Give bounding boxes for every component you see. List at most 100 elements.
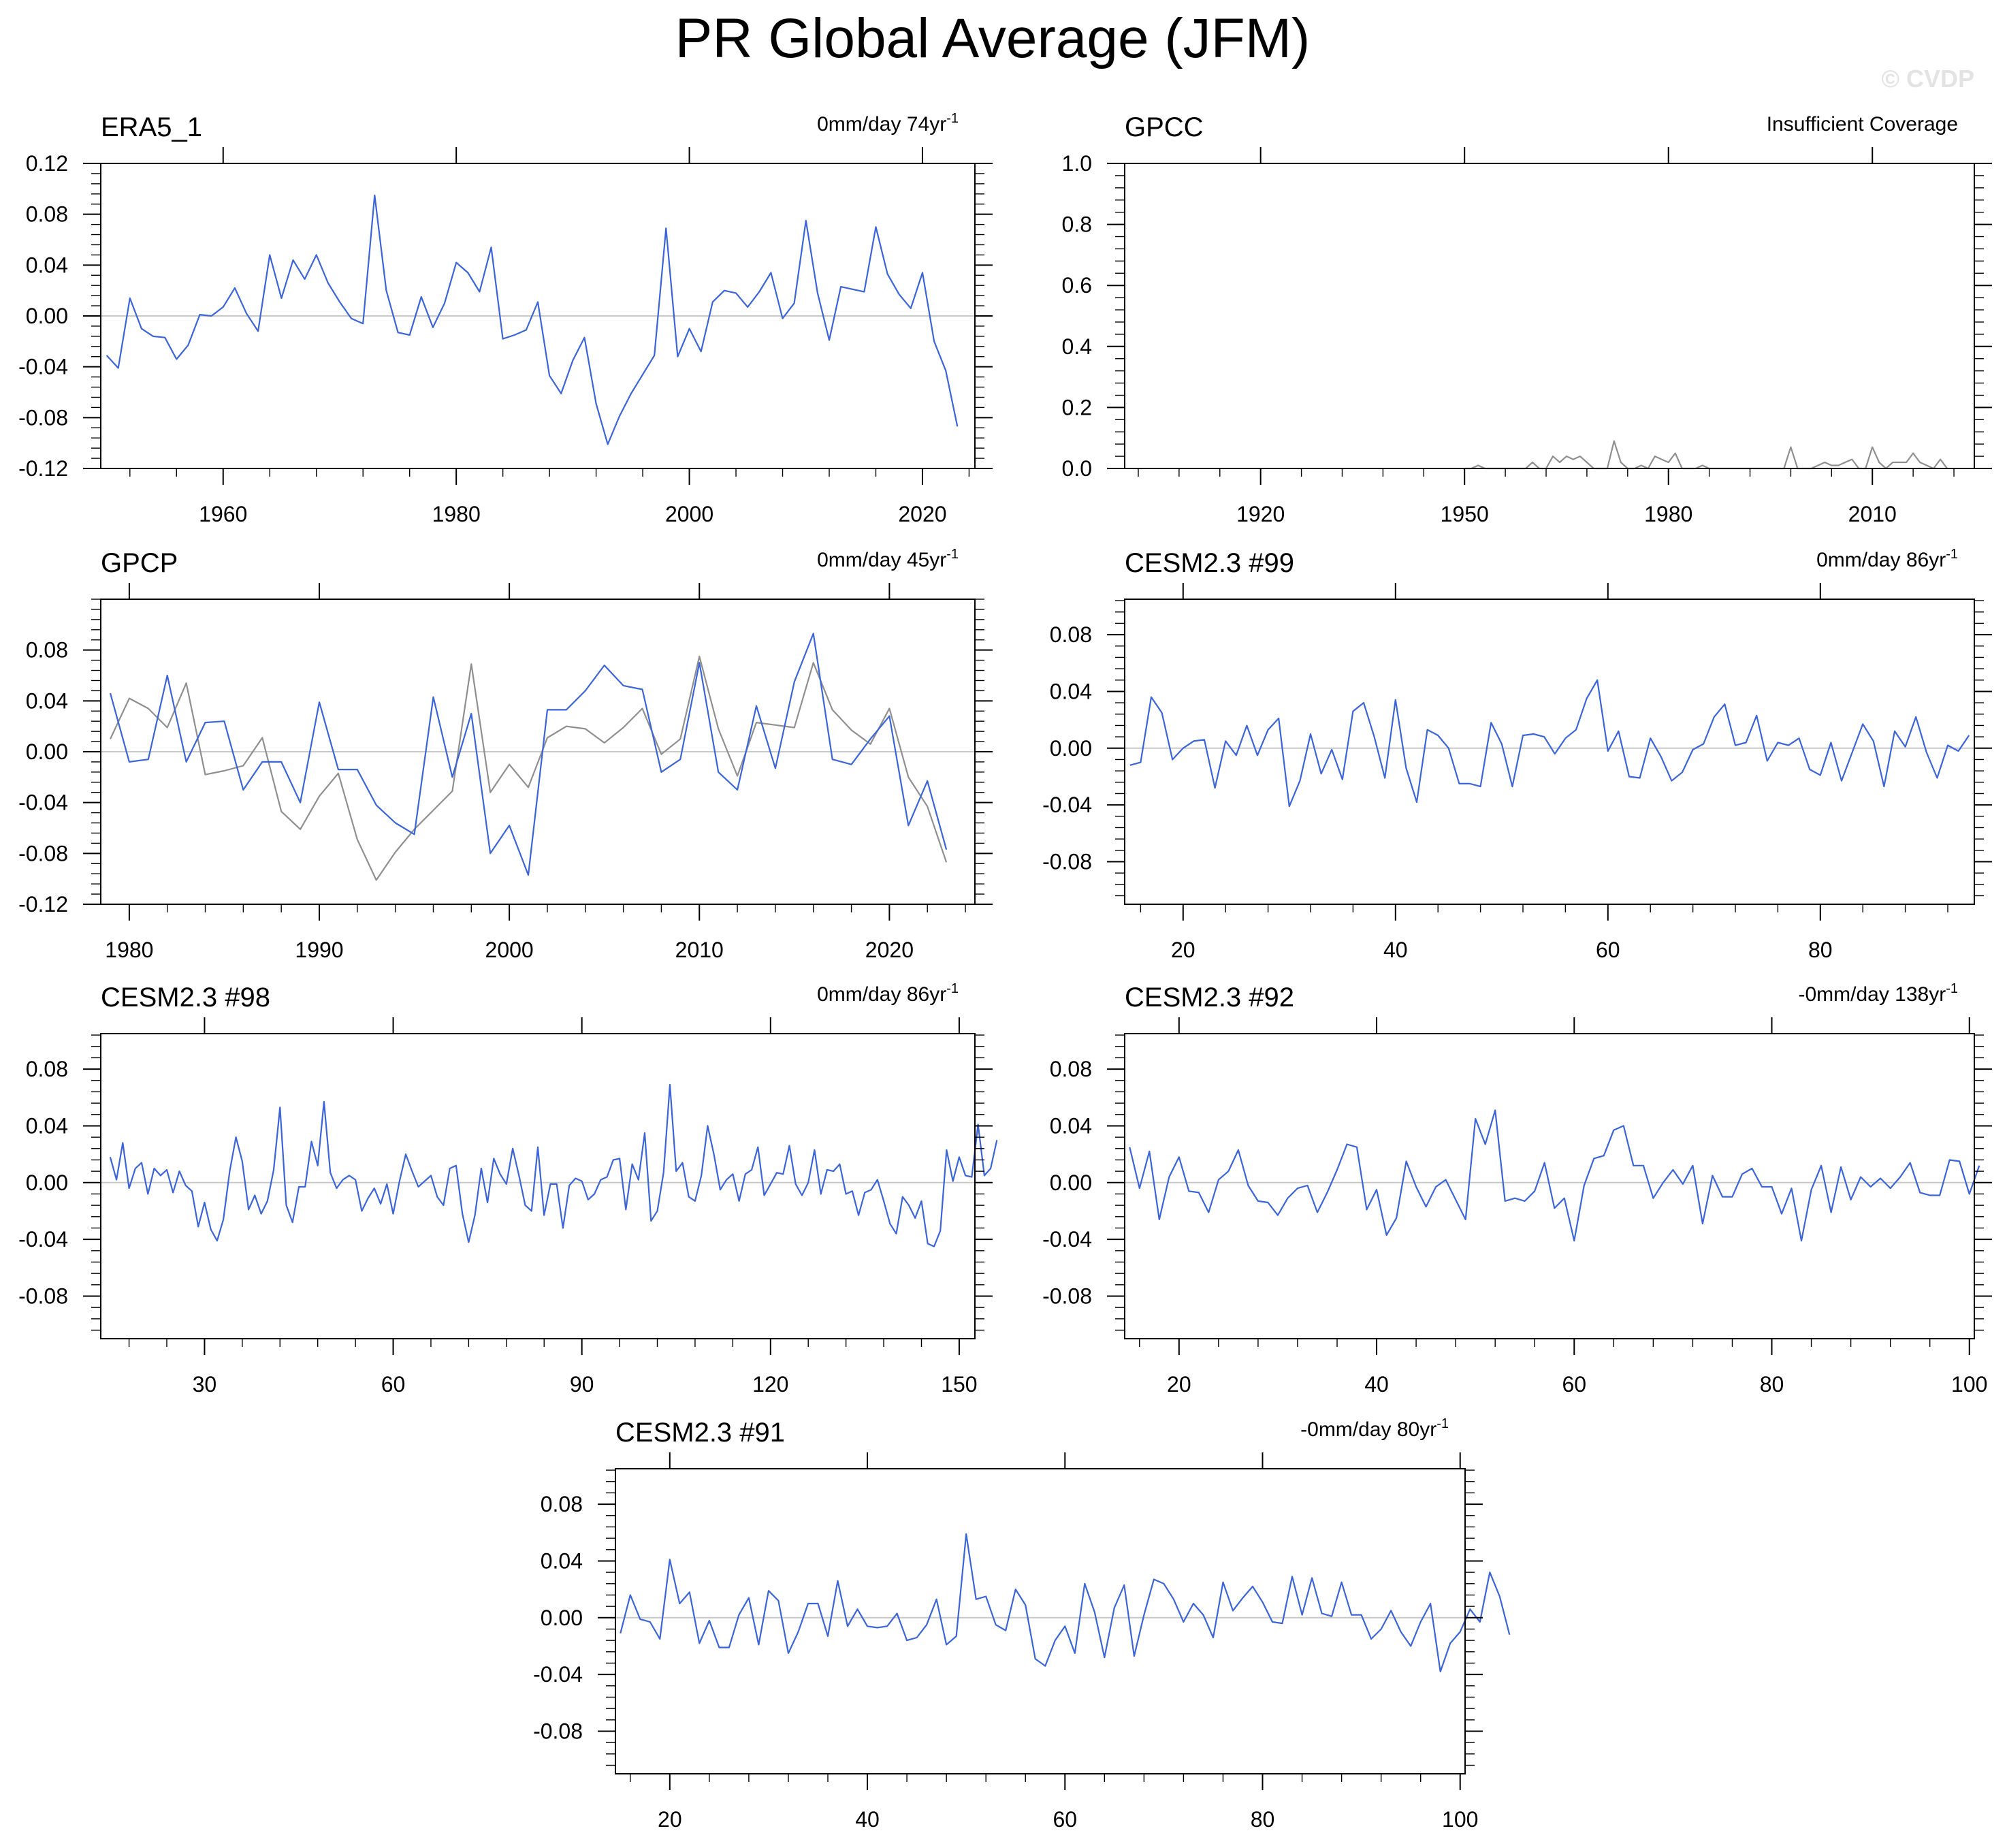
x-tick-label: 1980 bbox=[1644, 502, 1692, 526]
panel-title: CESM2.3 #98 bbox=[101, 983, 270, 1013]
y-tick-label: 0.08 bbox=[26, 1057, 68, 1081]
x-tick-label: 150 bbox=[941, 1372, 977, 1397]
panel-gpcc: GPCC Insufficient Coverage 0.0 0.2 0.4 0.6 0.8… bbox=[1062, 112, 1992, 526]
panel-title: CESM2.3 #92 bbox=[1125, 983, 1294, 1013]
x-tick-label: 40 bbox=[855, 1807, 880, 1832]
panel-stat-exponent: -1 bbox=[1946, 981, 1958, 996]
panel-stat: 0mm/day 86yr-1 bbox=[1816, 547, 1958, 571]
plot-frame bbox=[1124, 163, 1975, 469]
y-tick-label: -0.08 bbox=[18, 1284, 68, 1308]
x-tick-label: 80 bbox=[1251, 1807, 1275, 1832]
x-tick-label: 80 bbox=[1808, 938, 1833, 962]
panel-stat-exponent: -1 bbox=[946, 111, 959, 126]
y-tick-label: 0.0 bbox=[1062, 456, 1092, 481]
plot-frame bbox=[1124, 1033, 1975, 1339]
panel-cesm99: CESM2.3 #99 0mm/day 86yr-1 -0.08 -0.04 0.00 0… bbox=[1042, 547, 1992, 962]
series-line-secondary bbox=[109, 633, 948, 876]
panel-stat: -0mm/day 138yr-1 bbox=[1798, 981, 1958, 1006]
y-tick-label: -0.12 bbox=[18, 456, 68, 481]
x-tick-label: 1980 bbox=[105, 938, 153, 962]
y-tick-label: 0.08 bbox=[1050, 1057, 1092, 1081]
y-tick-label: 0.04 bbox=[26, 253, 68, 277]
plot-frame bbox=[1124, 599, 1975, 905]
y-tick-label: 0.08 bbox=[26, 202, 68, 227]
x-tick-label: 100 bbox=[1951, 1372, 1987, 1397]
x-tick-label: 20 bbox=[1171, 938, 1195, 962]
panel-cesm92: CESM2.3 #92 -0mm/day 138yr-1 -0.08 -0.04 0.0… bbox=[1042, 981, 1992, 1397]
y-tick-label: -0.08 bbox=[1042, 849, 1092, 874]
panel-stat: 0mm/day 74yr-1 bbox=[817, 111, 959, 136]
panel-title: GPCC bbox=[1125, 112, 1204, 142]
panel-stat-text: 0mm/day 45yr bbox=[817, 549, 946, 571]
y-tick-label: 0.12 bbox=[26, 151, 68, 176]
y-tick-label: -0.04 bbox=[18, 355, 68, 379]
y-tick-label: 0.00 bbox=[541, 1606, 583, 1630]
y-tick-label: -0.08 bbox=[18, 841, 68, 865]
panel-era5: ERA5_1 0mm/day 74yr-1 -0.12 -0.08 -0.04 0.00 0… bbox=[18, 111, 993, 526]
y-tick-label: -0.08 bbox=[18, 405, 68, 430]
x-tick-label: 80 bbox=[1760, 1372, 1784, 1397]
x-tick-label: 20 bbox=[1167, 1372, 1191, 1397]
y-tick-label: -0.04 bbox=[1042, 793, 1092, 817]
panel-title: CESM2.3 #99 bbox=[1125, 548, 1294, 578]
y-tick-label: 0.08 bbox=[26, 638, 68, 663]
y-tick-label: 0.04 bbox=[26, 688, 68, 713]
x-tick-label: 60 bbox=[1053, 1807, 1077, 1832]
plot-frame bbox=[100, 1033, 976, 1339]
figure-title: PR Global Average (JFM) bbox=[675, 7, 1311, 69]
y-tick-label: -0.04 bbox=[18, 791, 68, 815]
series-line-primary bbox=[1464, 440, 1948, 470]
y-tick-label: 0.04 bbox=[1050, 1113, 1092, 1138]
x-tick-label: 2020 bbox=[898, 502, 946, 526]
x-tick-label: 1980 bbox=[432, 502, 481, 526]
panel-cesm98: CESM2.3 #98 0mm/day 86yr-1 -0.08 -0.04 0.00 0… bbox=[18, 981, 998, 1397]
series-line-primary bbox=[109, 1083, 998, 1247]
y-tick-label: -0.04 bbox=[533, 1662, 583, 1687]
y-tick-label: 0.00 bbox=[1050, 736, 1092, 761]
x-tick-label: 1990 bbox=[295, 938, 343, 962]
series-line-primary bbox=[1129, 679, 1970, 808]
y-tick-label: 0.6 bbox=[1062, 273, 1092, 298]
panel-stat: -0mm/day 80yr-1 bbox=[1300, 1416, 1449, 1441]
y-tick-label: 0.08 bbox=[541, 1492, 583, 1516]
panel-stat-text: 0mm/day 86yr bbox=[817, 983, 946, 1006]
x-tick-label: 2020 bbox=[865, 938, 914, 962]
watermark: © CVDP bbox=[1881, 65, 1974, 93]
panel-stat-exponent: -1 bbox=[946, 981, 959, 996]
y-tick-label: 0.04 bbox=[541, 1548, 583, 1573]
x-tick-label: 40 bbox=[1364, 1372, 1389, 1397]
x-tick-label: 1950 bbox=[1441, 502, 1489, 526]
panel-title: CESM2.3 #91 bbox=[615, 1418, 785, 1448]
y-tick-label: 0.00 bbox=[26, 1170, 68, 1195]
y-tick-label: -0.08 bbox=[533, 1719, 583, 1743]
panel-stat-text: -0mm/day 80yr bbox=[1300, 1418, 1436, 1441]
panel-stat: 0mm/day 45yr-1 bbox=[817, 547, 959, 571]
y-tick-label: 0.00 bbox=[26, 739, 68, 764]
x-tick-label: 40 bbox=[1383, 938, 1408, 962]
y-tick-label: 0.08 bbox=[1050, 622, 1092, 647]
series-line-primary bbox=[106, 194, 959, 445]
y-tick-label: 0.00 bbox=[26, 304, 68, 328]
x-tick-label: 2000 bbox=[665, 502, 713, 526]
x-tick-label: 30 bbox=[193, 1372, 217, 1397]
x-tick-label: 120 bbox=[752, 1372, 788, 1397]
series-line-primary bbox=[620, 1533, 1511, 1673]
panel-stat-text: -0mm/day 138yr bbox=[1798, 983, 1946, 1006]
y-tick-label: 0.8 bbox=[1062, 212, 1092, 237]
x-tick-label: 2010 bbox=[1848, 502, 1897, 526]
panel-stat-text: Insufficient Coverage bbox=[1767, 113, 1958, 136]
panel-stat-exponent: -1 bbox=[946, 547, 959, 562]
series-line-primary bbox=[1129, 1109, 1980, 1242]
panel-title: GPCP bbox=[101, 548, 178, 578]
panel-title: ERA5_1 bbox=[101, 112, 202, 142]
plot-frame bbox=[615, 1468, 1466, 1774]
x-tick-label: 2000 bbox=[485, 938, 534, 962]
panel-cesm91: CESM2.3 #91 -0mm/day 80yr-1 -0.08 -0.04 0.00… bbox=[533, 1416, 1511, 1832]
y-tick-label: 0.00 bbox=[1050, 1170, 1092, 1195]
y-tick-label: 0.4 bbox=[1062, 334, 1092, 359]
panel-stat-text: 0mm/day 74yr bbox=[817, 113, 946, 136]
panel-stat-text: 0mm/day 86yr bbox=[1816, 549, 1946, 571]
panel-gpcp: GPCP 0mm/day 45yr-1 -0.12 -0.08 -0.04 0.00 0.0… bbox=[18, 547, 993, 962]
y-tick-label: 0.04 bbox=[26, 1113, 68, 1138]
